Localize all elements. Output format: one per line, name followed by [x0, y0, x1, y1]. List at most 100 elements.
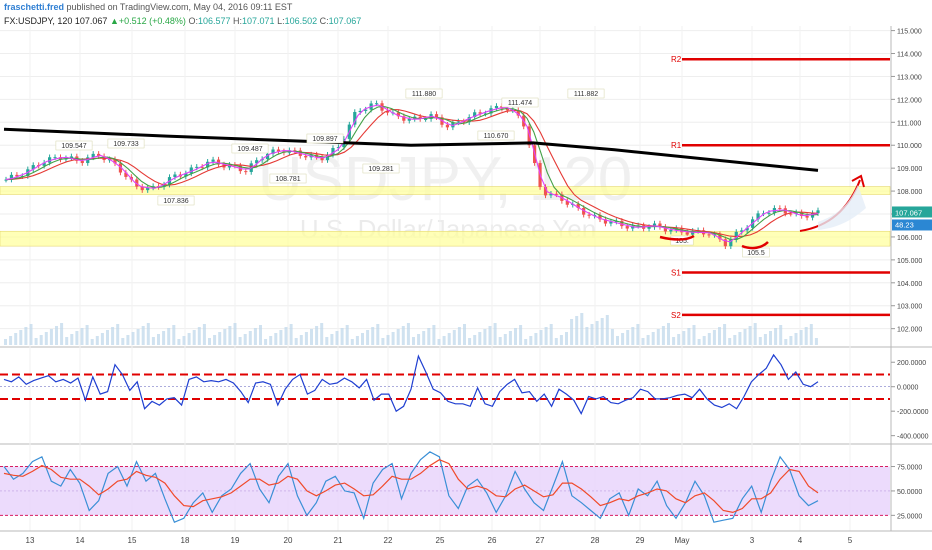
- volume-bar: [95, 336, 99, 345]
- candle-body: [15, 174, 19, 177]
- volume-bar: [151, 337, 155, 345]
- y-tick-label: 108.000: [897, 189, 922, 196]
- candle-body: [402, 116, 406, 121]
- volume-bar: [595, 321, 599, 345]
- candle-body: [456, 121, 460, 123]
- candle-body: [244, 171, 248, 173]
- volume-bar: [111, 327, 115, 345]
- candle-body: [723, 239, 727, 247]
- candle-body: [69, 156, 73, 159]
- y-tick-label: 105.000: [897, 258, 922, 265]
- close-label: C:: [319, 16, 329, 26]
- y-tick-label: 115.000: [897, 29, 922, 36]
- candle-body: [124, 172, 128, 177]
- ma-line-mid: [5, 106, 819, 240]
- candle-body: [353, 112, 357, 125]
- highlight-zone: [0, 186, 891, 195]
- price-callout-label: 109.733: [113, 141, 138, 148]
- volume-bar: [14, 333, 18, 345]
- projection-shape: [818, 185, 866, 230]
- volume-bar: [366, 330, 370, 345]
- candle-body: [473, 112, 477, 118]
- volume-bar: [9, 336, 13, 345]
- candle-body: [451, 122, 455, 128]
- volume-bar: [728, 338, 732, 345]
- volume-bar: [401, 326, 405, 345]
- volume-bar: [289, 324, 293, 345]
- author-link[interactable]: fraschetti.fred: [4, 2, 65, 12]
- price-callout-box: [362, 163, 400, 174]
- volume-bar: [707, 333, 711, 345]
- volume-bar: [493, 323, 497, 345]
- candle-body: [31, 165, 35, 170]
- volume-bar: [34, 338, 38, 345]
- volume-bar: [753, 323, 757, 345]
- volume-bar: [228, 326, 232, 345]
- candle-body: [691, 230, 695, 235]
- x-tick-label: 14: [76, 536, 85, 545]
- cci-y-tick-label: 200.0000: [897, 360, 926, 367]
- x-tick-label: 29: [636, 536, 645, 545]
- volume-bar: [75, 331, 79, 345]
- candle-body: [113, 159, 117, 164]
- volume-bar: [712, 330, 716, 345]
- stoch-y-tick-label: 75.0000: [897, 465, 922, 472]
- stoch-y-tick-label: 50.0000: [897, 489, 922, 496]
- volume-bar: [779, 325, 783, 345]
- volume-bar: [748, 326, 752, 345]
- y-tick-label: 109.000: [897, 166, 922, 173]
- y-tick-label: 114.000: [897, 52, 922, 59]
- indicator-value-tag: [892, 219, 932, 231]
- volume-bar: [325, 337, 329, 345]
- volume-bar: [330, 334, 334, 345]
- volume-bar: [274, 333, 278, 345]
- candle-body: [729, 239, 733, 247]
- cci-y-tick-label: 0.0000: [897, 385, 919, 392]
- candle-body: [800, 212, 804, 216]
- high-value: 107.071: [242, 16, 275, 26]
- price-callout-label: 111.474: [508, 100, 532, 107]
- x-tick-label: 25: [436, 536, 445, 545]
- volume-bar: [672, 337, 676, 345]
- candle-body: [789, 213, 793, 215]
- x-tick-label: 21: [334, 536, 343, 545]
- volume-bar: [44, 332, 48, 345]
- candle-body: [609, 221, 613, 224]
- x-tick-label: 22: [384, 536, 393, 545]
- volume-bar: [661, 326, 665, 345]
- candle-body: [320, 156, 324, 161]
- price-callout-box: [269, 173, 307, 184]
- candle-body: [467, 117, 471, 123]
- volume-bar: [310, 329, 313, 345]
- volume-bar: [29, 324, 33, 345]
- volume-bar: [697, 339, 701, 345]
- candle-body: [576, 204, 580, 209]
- volume-bar: [743, 329, 747, 345]
- volume-bar: [784, 339, 788, 345]
- price-callout-label: 109.487: [237, 146, 262, 153]
- volume-bar: [218, 332, 222, 345]
- candle-body: [652, 223, 657, 228]
- candle-body: [549, 193, 553, 196]
- volume-bar: [631, 327, 635, 345]
- volume-bar: [396, 329, 400, 345]
- volume-bar: [616, 336, 619, 345]
- volume-bar: [157, 334, 160, 345]
- volume-bar: [636, 324, 640, 345]
- volume-bar: [106, 330, 109, 345]
- candle-body: [184, 173, 188, 177]
- price-callout-box: [55, 140, 93, 151]
- volume-bar: [80, 328, 84, 345]
- volume-bar: [376, 324, 380, 345]
- candle-body: [336, 147, 341, 149]
- volume-bar: [340, 328, 344, 345]
- candle-body: [86, 157, 90, 164]
- candle-body: [9, 174, 14, 180]
- volume-bar: [534, 333, 538, 345]
- volume-bar: [789, 336, 793, 345]
- candle-body: [42, 162, 46, 166]
- candle-body: [53, 157, 57, 159]
- candle-body: [97, 153, 101, 157]
- volume-bar: [116, 324, 120, 345]
